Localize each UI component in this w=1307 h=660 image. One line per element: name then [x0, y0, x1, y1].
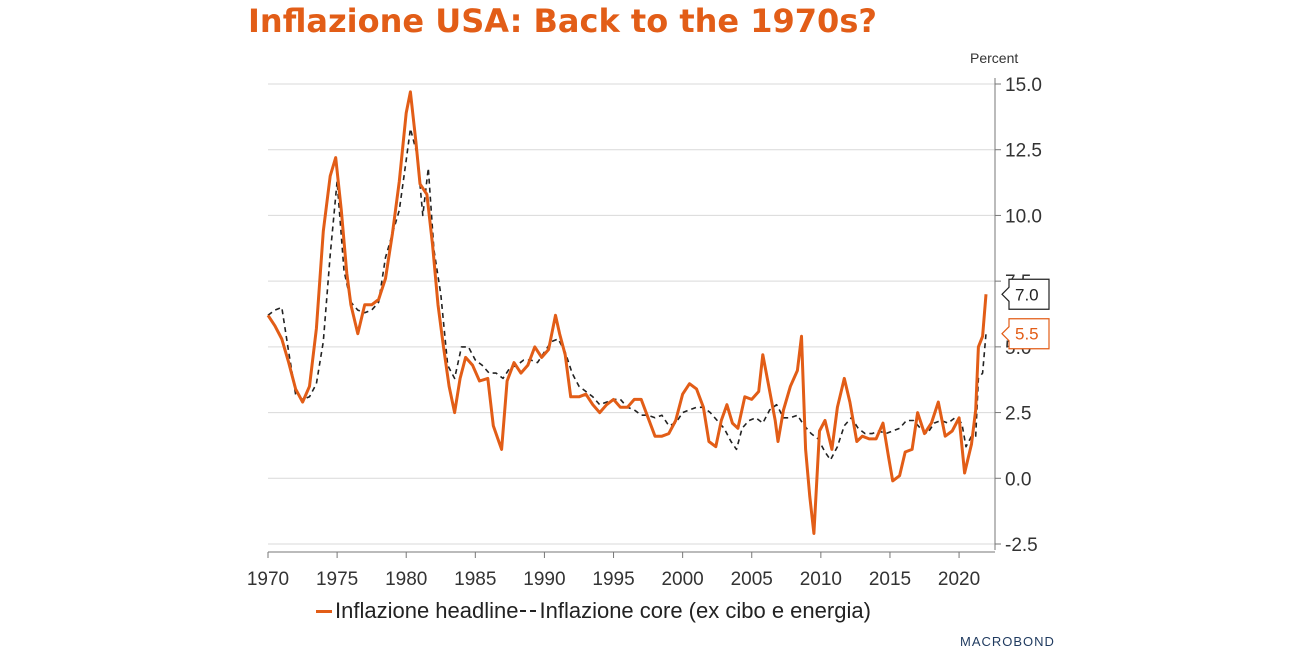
end-label-headline: 7.0	[1015, 285, 1039, 304]
x-tick-label: 1970	[247, 569, 289, 590]
chart-title: Inflazione USA: Back to the 1970s?	[248, 2, 877, 40]
y-tick-label: 15.0	[1005, 75, 1042, 96]
x-tick-label: 2015	[869, 569, 911, 590]
x-tick-label: 1975	[316, 569, 358, 590]
end-label-headline-box	[1001, 278, 1050, 310]
y-unit-label: Percent	[970, 50, 1019, 66]
legend-swatch-headline	[316, 609, 332, 613]
grid-lines	[268, 83, 995, 545]
y-axis: 15.012.510.07.55.02.50.0-2.5	[994, 75, 1042, 556]
x-axis: 1970 1975 1980 1985 1990 1995 2000 2005 2010 2015…	[247, 551, 995, 590]
x-tick-label: 1995	[592, 569, 634, 590]
x-tick-label: 2000	[661, 569, 703, 590]
x-tick-label: 1990	[523, 569, 565, 590]
series-line-headline	[266, 90, 988, 535]
x-tick-label: 2010	[800, 569, 842, 590]
x-tick-label: 1980	[385, 569, 427, 590]
series-line-core	[267, 127, 987, 461]
y-tick-label: 0.0	[1005, 469, 1031, 490]
legend-swatch-core	[520, 610, 537, 612]
legend-label-core: Inflazione core (ex cibo e energia)	[539, 598, 871, 623]
end-label-core-box	[1001, 318, 1050, 350]
brand-logo: MACROBOND	[960, 634, 1055, 649]
y-tick-label: -2.5	[1005, 535, 1038, 556]
series-lines	[266, 90, 988, 535]
end-labels: 7.0 5.5	[1001, 278, 1050, 350]
x-tick-label: 2020	[938, 569, 980, 590]
end-label-core: 5.5	[1015, 325, 1039, 344]
y-tick-label: 12.5	[1005, 141, 1042, 162]
x-tick-label: 1985	[454, 569, 496, 590]
y-tick-label: 2.5	[1005, 404, 1031, 425]
legend-label-headline: Inflazione headline	[335, 598, 519, 623]
y-tick-label: 10.0	[1005, 206, 1042, 227]
x-tick-label: 2005	[731, 569, 773, 590]
legend: Inflazione headline Inflazione core (ex …	[316, 598, 871, 624]
